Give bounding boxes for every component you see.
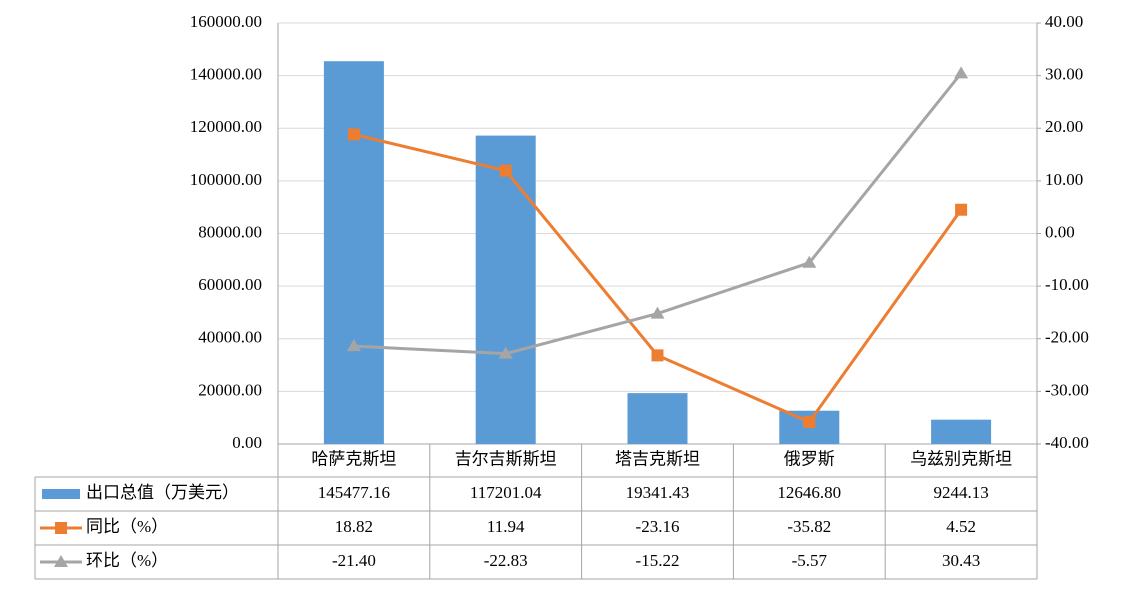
marker xyxy=(346,339,361,352)
marker xyxy=(347,128,360,141)
table-cell: 12646.80 xyxy=(777,483,841,502)
category-label: 哈萨克斯坦 xyxy=(311,449,396,468)
marker xyxy=(650,306,665,319)
legend-label: 出口总值（万美元） xyxy=(86,483,239,502)
y-tick-label: 80000.00 xyxy=(198,222,262,241)
y-tick-label: 0.00 xyxy=(232,433,262,452)
table-cell: 4.52 xyxy=(946,517,976,536)
table-cell: 11.94 xyxy=(487,517,525,536)
table-cell: 18.82 xyxy=(335,517,373,536)
marker xyxy=(954,66,969,79)
category-label: 乌兹别克斯坦 xyxy=(910,449,1012,468)
y-tick-label: 120000.00 xyxy=(190,117,262,136)
y2-tick-label: 40.00 xyxy=(1045,12,1083,31)
marker xyxy=(955,203,968,216)
y-tick-label: 140000.00 xyxy=(190,65,262,84)
marker xyxy=(651,349,664,362)
line xyxy=(353,133,963,424)
bar xyxy=(931,419,992,444)
table-cell: -21.40 xyxy=(332,551,376,570)
category-label: 俄罗斯 xyxy=(784,449,835,468)
legend-label: 同比（%） xyxy=(86,517,168,536)
marker xyxy=(802,255,817,268)
y2-tick-label: -30.00 xyxy=(1045,380,1089,399)
y2-tick-label: 10.00 xyxy=(1045,170,1083,189)
y2-tick-label: 20.00 xyxy=(1045,117,1083,136)
table-cell: -35.82 xyxy=(787,517,831,536)
y2-tick-label: 0.00 xyxy=(1045,222,1075,241)
table-cell: -22.83 xyxy=(484,551,528,570)
table-cell: -23.16 xyxy=(636,517,680,536)
table-cell: 19341.43 xyxy=(626,483,690,502)
y-tick-label: 60000.00 xyxy=(198,275,262,294)
marker xyxy=(54,555,68,567)
marker xyxy=(498,346,513,359)
table-cell: 30.43 xyxy=(942,551,980,570)
y2-tick-label: -20.00 xyxy=(1045,328,1089,347)
table-cell: 117201.04 xyxy=(470,483,542,502)
bar xyxy=(475,135,536,445)
y2-tick-label: 30.00 xyxy=(1045,65,1083,84)
category-label: 塔吉克斯坦 xyxy=(615,449,700,468)
table-cell: 145477.16 xyxy=(318,483,390,502)
bar xyxy=(627,393,688,444)
table-cell: -15.22 xyxy=(636,551,680,570)
table-cell: -5.57 xyxy=(792,551,828,570)
marker xyxy=(55,522,67,534)
y-tick-label: 160000.00 xyxy=(190,12,262,31)
marker xyxy=(803,416,816,429)
legend-label: 环比（%） xyxy=(86,551,168,570)
legend-key xyxy=(42,489,80,499)
y2-tick-label: -40.00 xyxy=(1045,433,1089,452)
y2-tick-label: -10.00 xyxy=(1045,275,1089,294)
marker xyxy=(499,164,512,177)
y-tick-label: 40000.00 xyxy=(198,328,262,347)
y-tick-label: 100000.00 xyxy=(190,170,262,189)
y-tick-label: 20000.00 xyxy=(198,380,262,399)
bar xyxy=(323,61,384,444)
table-cell: 9244.13 xyxy=(933,483,988,502)
category-label: 吉尔吉斯斯坦 xyxy=(455,449,557,468)
